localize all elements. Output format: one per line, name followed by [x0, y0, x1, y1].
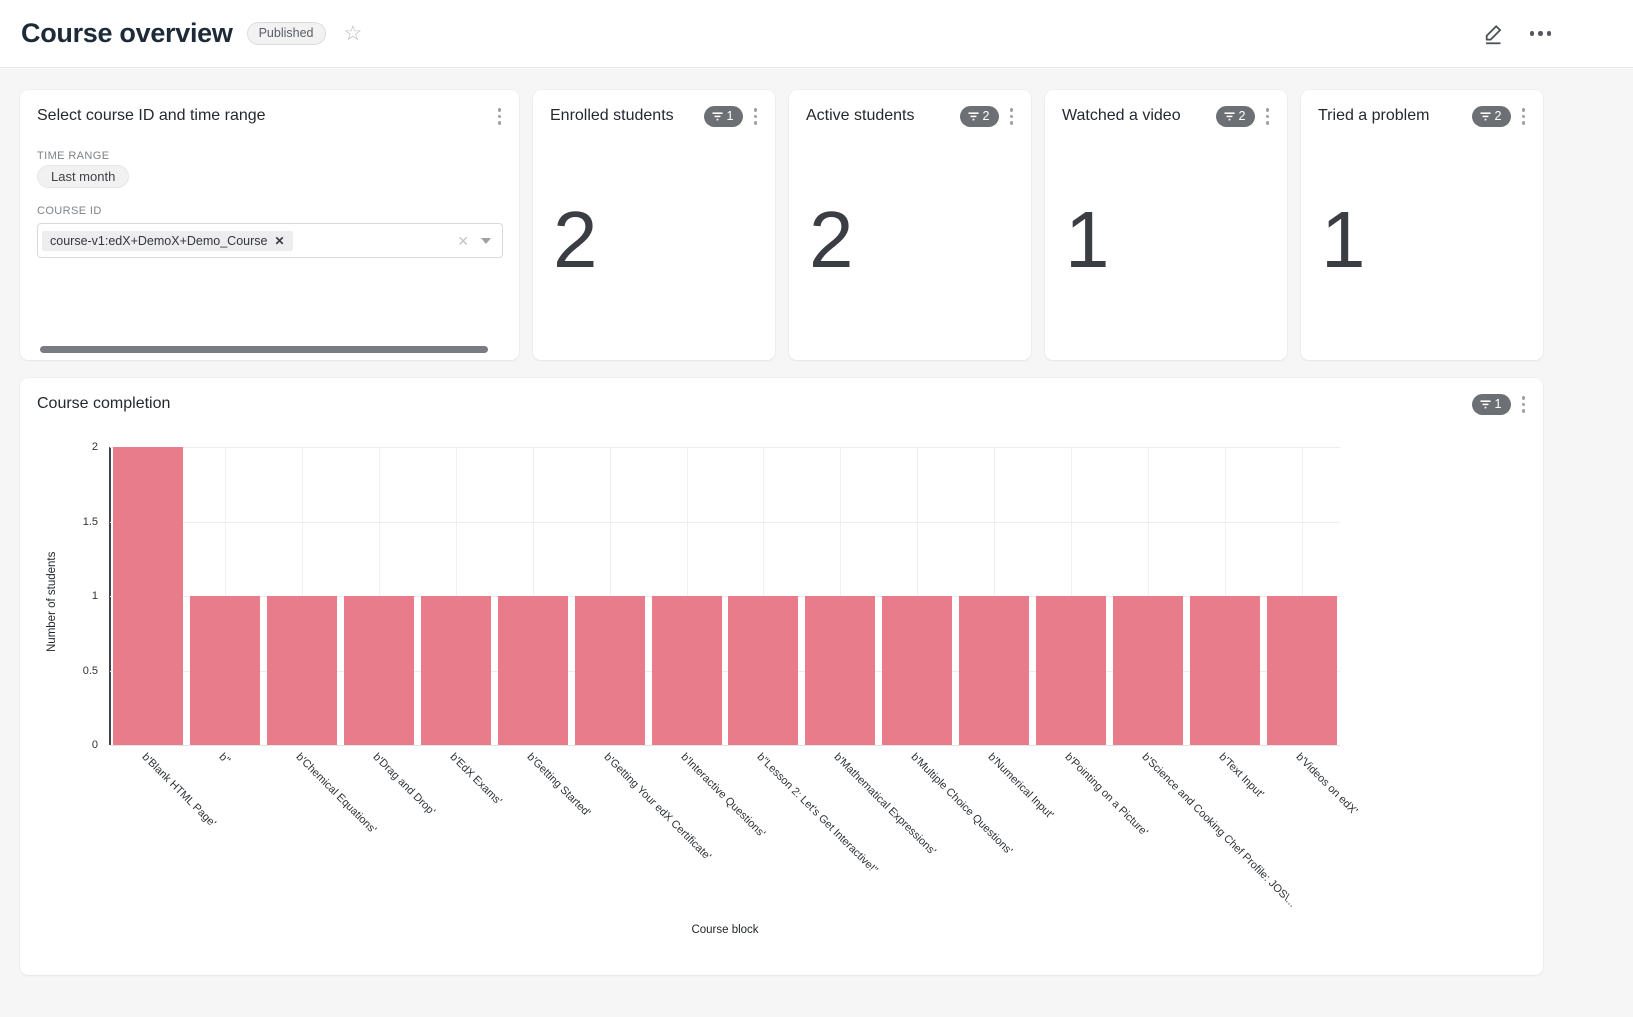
filter-count: 2 — [1238, 109, 1246, 124]
x-tick-label: b'Interactive Questions' — [678, 751, 767, 840]
applied-filters-badge[interactable]: 1 — [1471, 393, 1511, 415]
page-title: Course overview — [21, 18, 233, 48]
y-gridline — [110, 447, 1340, 448]
applied-filters-badge[interactable]: 2 — [1471, 105, 1511, 127]
filter-count: 2 — [982, 109, 990, 124]
x-tick-label: b'Pointing on a Picture' — [1062, 751, 1151, 839]
y-gridline — [110, 596, 1340, 597]
x-tick-label: b'Numerical Input' — [985, 751, 1056, 822]
x-tick-label: b'Chemical Equations' — [293, 751, 379, 836]
horizontal-scrollbar[interactable] — [40, 346, 488, 353]
bar-5[interactable] — [497, 596, 568, 745]
metric-title: Tried a problem — [1318, 107, 1430, 125]
x-tick-label: b'' — [216, 751, 233, 767]
course-id-tag: course-v1:edX+DemoX+Demo_Course ✕ — [42, 230, 293, 251]
card-menu-icon[interactable] — [496, 105, 504, 128]
card-menu-icon[interactable] — [1520, 393, 1528, 416]
card-menu-icon[interactable] — [1008, 105, 1016, 128]
x-axis-title: Course block — [691, 924, 759, 936]
x-tick-label: b'Videos on edX' — [1293, 751, 1360, 818]
bar-2[interactable] — [267, 596, 338, 745]
y-tick-label: 1 — [91, 590, 98, 602]
course-id-select[interactable]: course-v1:edX+DemoX+Demo_Course ✕ ✕ — [37, 223, 503, 258]
metric-value: 2 — [809, 195, 854, 284]
y-tick-label: 0 — [91, 739, 98, 751]
bar-1[interactable] — [190, 596, 261, 745]
bar-10[interactable] — [882, 596, 953, 745]
filter-count: 1 — [726, 109, 734, 124]
metric-value: 1 — [1065, 195, 1110, 284]
x-axis-baseline — [110, 745, 1340, 746]
edit-icon[interactable] — [1483, 23, 1504, 45]
course-id-label: COURSE ID — [37, 205, 102, 217]
favorite-star-icon[interactable]: ☆ — [343, 22, 363, 45]
course-id-tag-text: course-v1:edX+DemoX+Demo_Course — [50, 233, 268, 248]
metric-card-tried-a-problem: Tried a problem 2 1 — [1301, 90, 1543, 360]
y-tick-label: 2 — [91, 441, 98, 453]
time-range-label: TIME RANGE — [37, 150, 110, 162]
applied-filters-badge[interactable]: 2 — [959, 105, 999, 127]
filter-count: 1 — [1494, 397, 1502, 412]
bar-3[interactable] — [344, 596, 415, 745]
bar-14[interactable] — [1189, 596, 1260, 745]
bar-0[interactable] — [113, 447, 184, 745]
y-tick-label: 1.5 — [82, 515, 98, 528]
time-range-chip[interactable]: Last month — [37, 165, 130, 188]
metric-title: Active students — [806, 107, 915, 125]
x-tick-label: b'Blank HTML Page' — [139, 751, 219, 830]
x-tick-label: b'Science and Cooking Chef Profile: JOS\… — [1139, 751, 1299, 910]
filter-count: 2 — [1494, 109, 1502, 124]
bar-13[interactable] — [1112, 596, 1183, 745]
metric-value: 1 — [1321, 195, 1366, 284]
more-menu-icon[interactable] — [1529, 31, 1551, 36]
remove-tag-icon[interactable]: ✕ — [274, 233, 285, 248]
applied-filters-badge[interactable]: 2 — [1215, 105, 1255, 127]
bar-9[interactable] — [805, 596, 876, 745]
x-tick-label: b'Text Input' — [1216, 751, 1266, 801]
card-menu-icon[interactable] — [752, 105, 760, 128]
chart-card-course-completion: Course completion 1 Number of students 0… — [20, 378, 1543, 975]
bar-7[interactable] — [651, 596, 722, 745]
chart-title: Course completion — [37, 395, 171, 413]
filter-card-title: Select course ID and time range — [37, 107, 266, 125]
metric-value: 2 — [553, 195, 598, 284]
metric-title: Enrolled students — [550, 107, 674, 125]
plot-area: 0 0.5 1 1.5 2 b'Blank HTML Page' b'' b'Chemical… — [83, 441, 1360, 910]
y-tick-label: 0.5 — [82, 664, 98, 677]
y-gridline — [110, 521, 1340, 523]
chevron-down-icon[interactable] — [481, 237, 491, 244]
card-menu-icon[interactable] — [1264, 105, 1272, 128]
applied-filters-badge[interactable]: 1 — [703, 105, 743, 127]
bar-12[interactable] — [1035, 596, 1106, 745]
app-header: Course overview Published ☆ — [0, 0, 1633, 68]
bar-11[interactable] — [959, 596, 1030, 745]
metric-card-watched-a-video: Watched a video 2 1 — [1045, 90, 1287, 360]
metric-title: Watched a video — [1062, 107, 1181, 125]
bar-15[interactable] — [1266, 596, 1337, 745]
metric-card-enrolled-students: Enrolled students 1 2 — [533, 90, 775, 360]
x-tick-label: b"Lesson 2: Let's Get Interactive!" — [754, 751, 881, 877]
card-menu-icon[interactable] — [1520, 105, 1528, 128]
bar-4[interactable] — [420, 596, 491, 745]
metric-card-active-students: Active students 2 2 — [789, 90, 1031, 360]
status-badge: Published — [246, 21, 326, 46]
clear-select-icon[interactable]: ✕ — [457, 232, 469, 249]
x-tick-label: b'Drag and Drop' — [370, 751, 438, 818]
x-tick-label: b'Getting Started' — [524, 751, 593, 820]
bar-8[interactable] — [728, 596, 799, 745]
bar-6[interactable] — [574, 596, 645, 745]
x-tick-label: b'EdX Exams' — [447, 751, 504, 808]
filter-card: Select course ID and time range TIME RAN… — [20, 90, 519, 360]
y-gridline — [110, 670, 1340, 672]
